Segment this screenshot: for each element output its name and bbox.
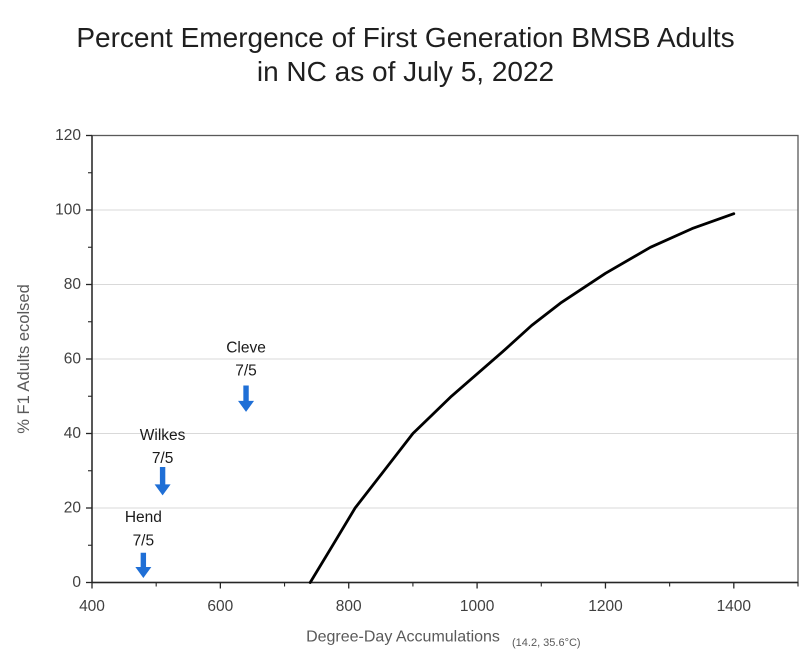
chart-title-line2: in NC as of July 5, 2022: [256, 56, 555, 87]
x-axis-label-note: (14.2, 35.6°C): [512, 637, 581, 649]
y-tick-label-80: 80: [64, 276, 82, 293]
x-tick-label-400: 400: [79, 598, 105, 615]
x-tick-label-1400: 1400: [717, 598, 752, 615]
chart-title-line1: Percent Emergence of First Generation BM…: [76, 22, 735, 53]
annotation-date-wilkes: 7/5: [152, 450, 174, 467]
down-arrow-icon-cleve: [238, 385, 255, 412]
x-tick-label-600: 600: [207, 598, 233, 615]
y-tick-label-120: 120: [55, 127, 81, 144]
y-tick-label-0: 0: [72, 574, 81, 591]
annotation-label-wilkes: Wilkes: [140, 427, 186, 444]
emergence-curve: [308, 212, 736, 584]
y-axis-label: % F1 Adults ecolsed: [15, 284, 33, 434]
y-tick-label-60: 60: [64, 351, 82, 368]
x-tick-label-800: 800: [336, 598, 362, 615]
annotation-date-hend: 7/5: [133, 532, 155, 549]
x-tick-label-1200: 1200: [588, 598, 623, 615]
annotation-label-cleve: Cleve: [226, 339, 266, 356]
y-tick-label-20: 20: [64, 500, 82, 517]
annotation-date-cleve: 7/5: [235, 362, 257, 379]
chart-title: Percent Emergence of First Generation BM…: [0, 21, 811, 89]
x-tick-label-1000: 1000: [460, 598, 495, 615]
down-arrow-icon-wilkes: [154, 467, 171, 496]
annotation-label-hend: Hend: [125, 509, 162, 526]
down-arrow-icon-hend: [135, 552, 152, 579]
x-axis-label: Degree-Day Accumulations: [306, 629, 500, 646]
y-tick-label-40: 40: [64, 425, 82, 442]
y-tick-label-100: 100: [55, 202, 81, 219]
